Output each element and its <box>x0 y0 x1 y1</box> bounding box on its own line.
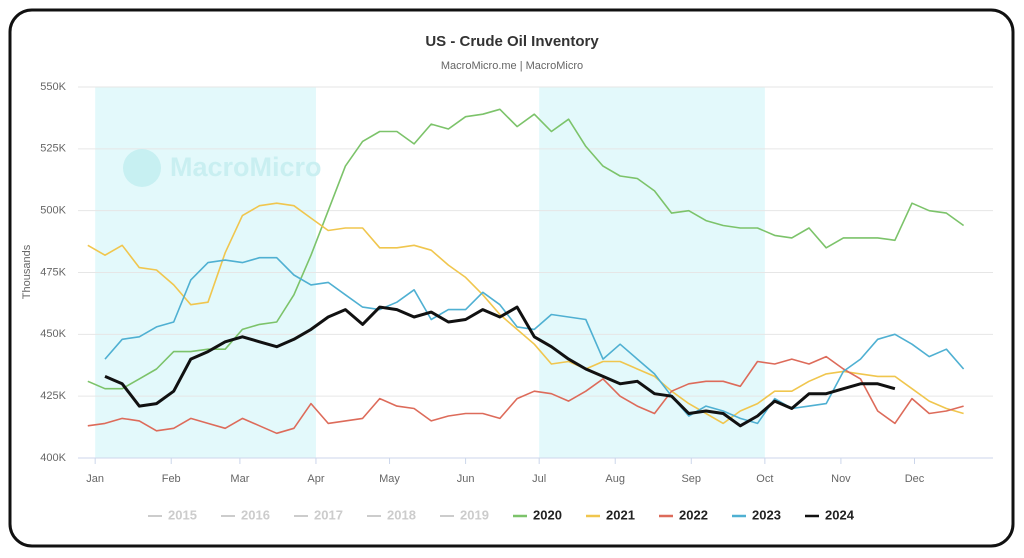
x-tick-label: Apr <box>307 473 324 485</box>
x-tick-label: May <box>379 473 400 485</box>
legend-label: 2017 <box>314 507 343 522</box>
y-tick-label: 550K <box>40 81 66 93</box>
series-line <box>104 256 965 425</box>
y-axis-label: Thousands <box>21 244 33 299</box>
x-tick-label: Dec <box>905 473 925 485</box>
y-tick-label: 475K <box>40 266 66 278</box>
watermark-logo <box>123 149 161 187</box>
y-tick-label: 425K <box>40 390 66 402</box>
x-tick-label: Jul <box>532 473 546 485</box>
legend-label: 2023 <box>752 507 781 522</box>
legend-label: 2022 <box>679 507 708 522</box>
series-line <box>87 355 964 435</box>
legend-label: 2016 <box>241 507 270 522</box>
y-tick-label: 525K <box>40 143 66 155</box>
series-line <box>104 305 896 428</box>
legend-label: 2015 <box>168 507 197 522</box>
y-tick-label: 450K <box>40 328 66 340</box>
legend-label: 2019 <box>460 507 489 522</box>
y-tick-label: 500K <box>40 205 66 217</box>
x-tick-label: Mar <box>230 473 249 485</box>
plot-area: 400K 425K 450K 475K 500K 525K 550K Jan Feb Mar Apr… <box>40 81 993 485</box>
series-line <box>87 202 964 425</box>
x-tick-label: Nov <box>831 473 851 485</box>
x-tick-label: Jun <box>457 473 475 485</box>
x-tick-label: Aug <box>605 473 625 485</box>
legend-label: 2020 <box>533 507 562 522</box>
watermark: MacroMicro <box>170 152 322 182</box>
legend-label: 2024 <box>825 507 855 522</box>
chart-subtitle: MacroMicro.me | MacroMicro <box>441 60 583 72</box>
x-tick-label: Jan <box>86 473 104 485</box>
legend-label: 2021 <box>606 507 635 522</box>
legend-label: 2018 <box>387 507 416 522</box>
x-tick-label: Sep <box>681 473 701 485</box>
y-tick-label: 400K <box>40 452 66 464</box>
chart-title: US - Crude Oil Inventory <box>425 33 599 50</box>
x-tick-label: Feb <box>162 473 181 485</box>
x-tick-label: Oct <box>756 473 773 485</box>
